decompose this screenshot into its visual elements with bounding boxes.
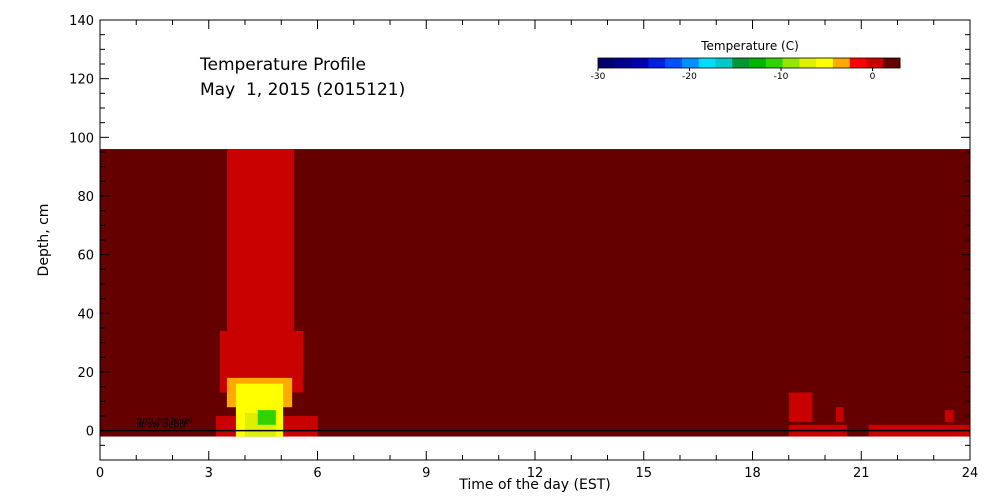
colorbar-swatch <box>849 58 867 68</box>
colorbar-swatch <box>598 58 616 68</box>
heatmap-cell <box>257 410 276 425</box>
axes-layer: 0 3 6 9 12 15 18 21 24 0 20 40 60 80 100 120 140 <box>69 14 978 481</box>
x-tick-label: 9 <box>422 466 430 481</box>
colorbar-swatch <box>665 58 683 68</box>
y-tick-label: 80 <box>77 190 94 205</box>
colorbar-swatch <box>732 58 750 68</box>
x-axis-label: Time of the day (EST) <box>458 477 611 493</box>
ground-level-label: ground level <box>136 417 192 427</box>
x-tick-label: 6 <box>313 466 321 481</box>
y-tick-label: 120 <box>69 73 94 88</box>
x-tick-label: 24 <box>962 466 979 481</box>
colorbar-swatch <box>631 58 649 68</box>
y-axis-label: Depth, cm <box>36 204 52 277</box>
colorbar-tick-label: -10 <box>774 72 789 82</box>
colorbar-tick-label: -20 <box>682 72 697 82</box>
x-tick-label: 0 <box>96 466 104 481</box>
colorbar-swatch <box>832 58 851 68</box>
colorbar-swatch <box>715 58 733 68</box>
colorbar: Temperature (C) -30 -20 -10 0 <box>591 39 901 82</box>
colorbar-swatch <box>799 58 817 68</box>
y-tick-label: 20 <box>77 366 94 381</box>
colorbar-swatch <box>883 58 901 68</box>
x-tick-label: 18 <box>744 466 761 481</box>
y-tick-label: 60 <box>77 249 94 264</box>
heatmap-cell <box>835 407 844 422</box>
y-tick-label: 100 <box>69 131 94 146</box>
colorbar-frame <box>597 57 901 69</box>
colorbar-tick-label: -30 <box>591 72 606 82</box>
heatmap-cell <box>788 392 813 422</box>
colorbar-swatch <box>765 58 784 68</box>
colorbar-tick-label: 0 <box>870 72 876 82</box>
x-tick-label: 12 <box>527 466 544 481</box>
x-tick-label: 3 <box>205 466 213 481</box>
x-tick-label: 21 <box>853 466 870 481</box>
plot-area <box>100 149 970 437</box>
y-tick-label: 140 <box>69 14 94 29</box>
colorbar-swatch <box>749 58 767 68</box>
colorbar-swatch <box>681 58 700 68</box>
chart-title-line2: May 1, 2015 (2015121) <box>200 80 405 100</box>
colorbar-swatch <box>816 58 834 68</box>
heatmap-cell <box>944 410 954 422</box>
snow-depth-label: snow depth <box>136 421 188 431</box>
colorbar-swatch <box>648 58 666 68</box>
y-tick-label: 40 <box>77 307 94 322</box>
colorbar-title: Temperature (C) <box>700 39 799 53</box>
y-tick-label: 0 <box>86 425 94 440</box>
colorbar-swatch <box>866 58 884 68</box>
chart-title-line1: Temperature Profile <box>199 55 366 75</box>
colorbar-swatch <box>782 58 800 68</box>
colorbar-swatch <box>698 58 716 68</box>
x-tick-label: 15 <box>635 466 652 481</box>
colorbar-swatch <box>614 58 633 68</box>
